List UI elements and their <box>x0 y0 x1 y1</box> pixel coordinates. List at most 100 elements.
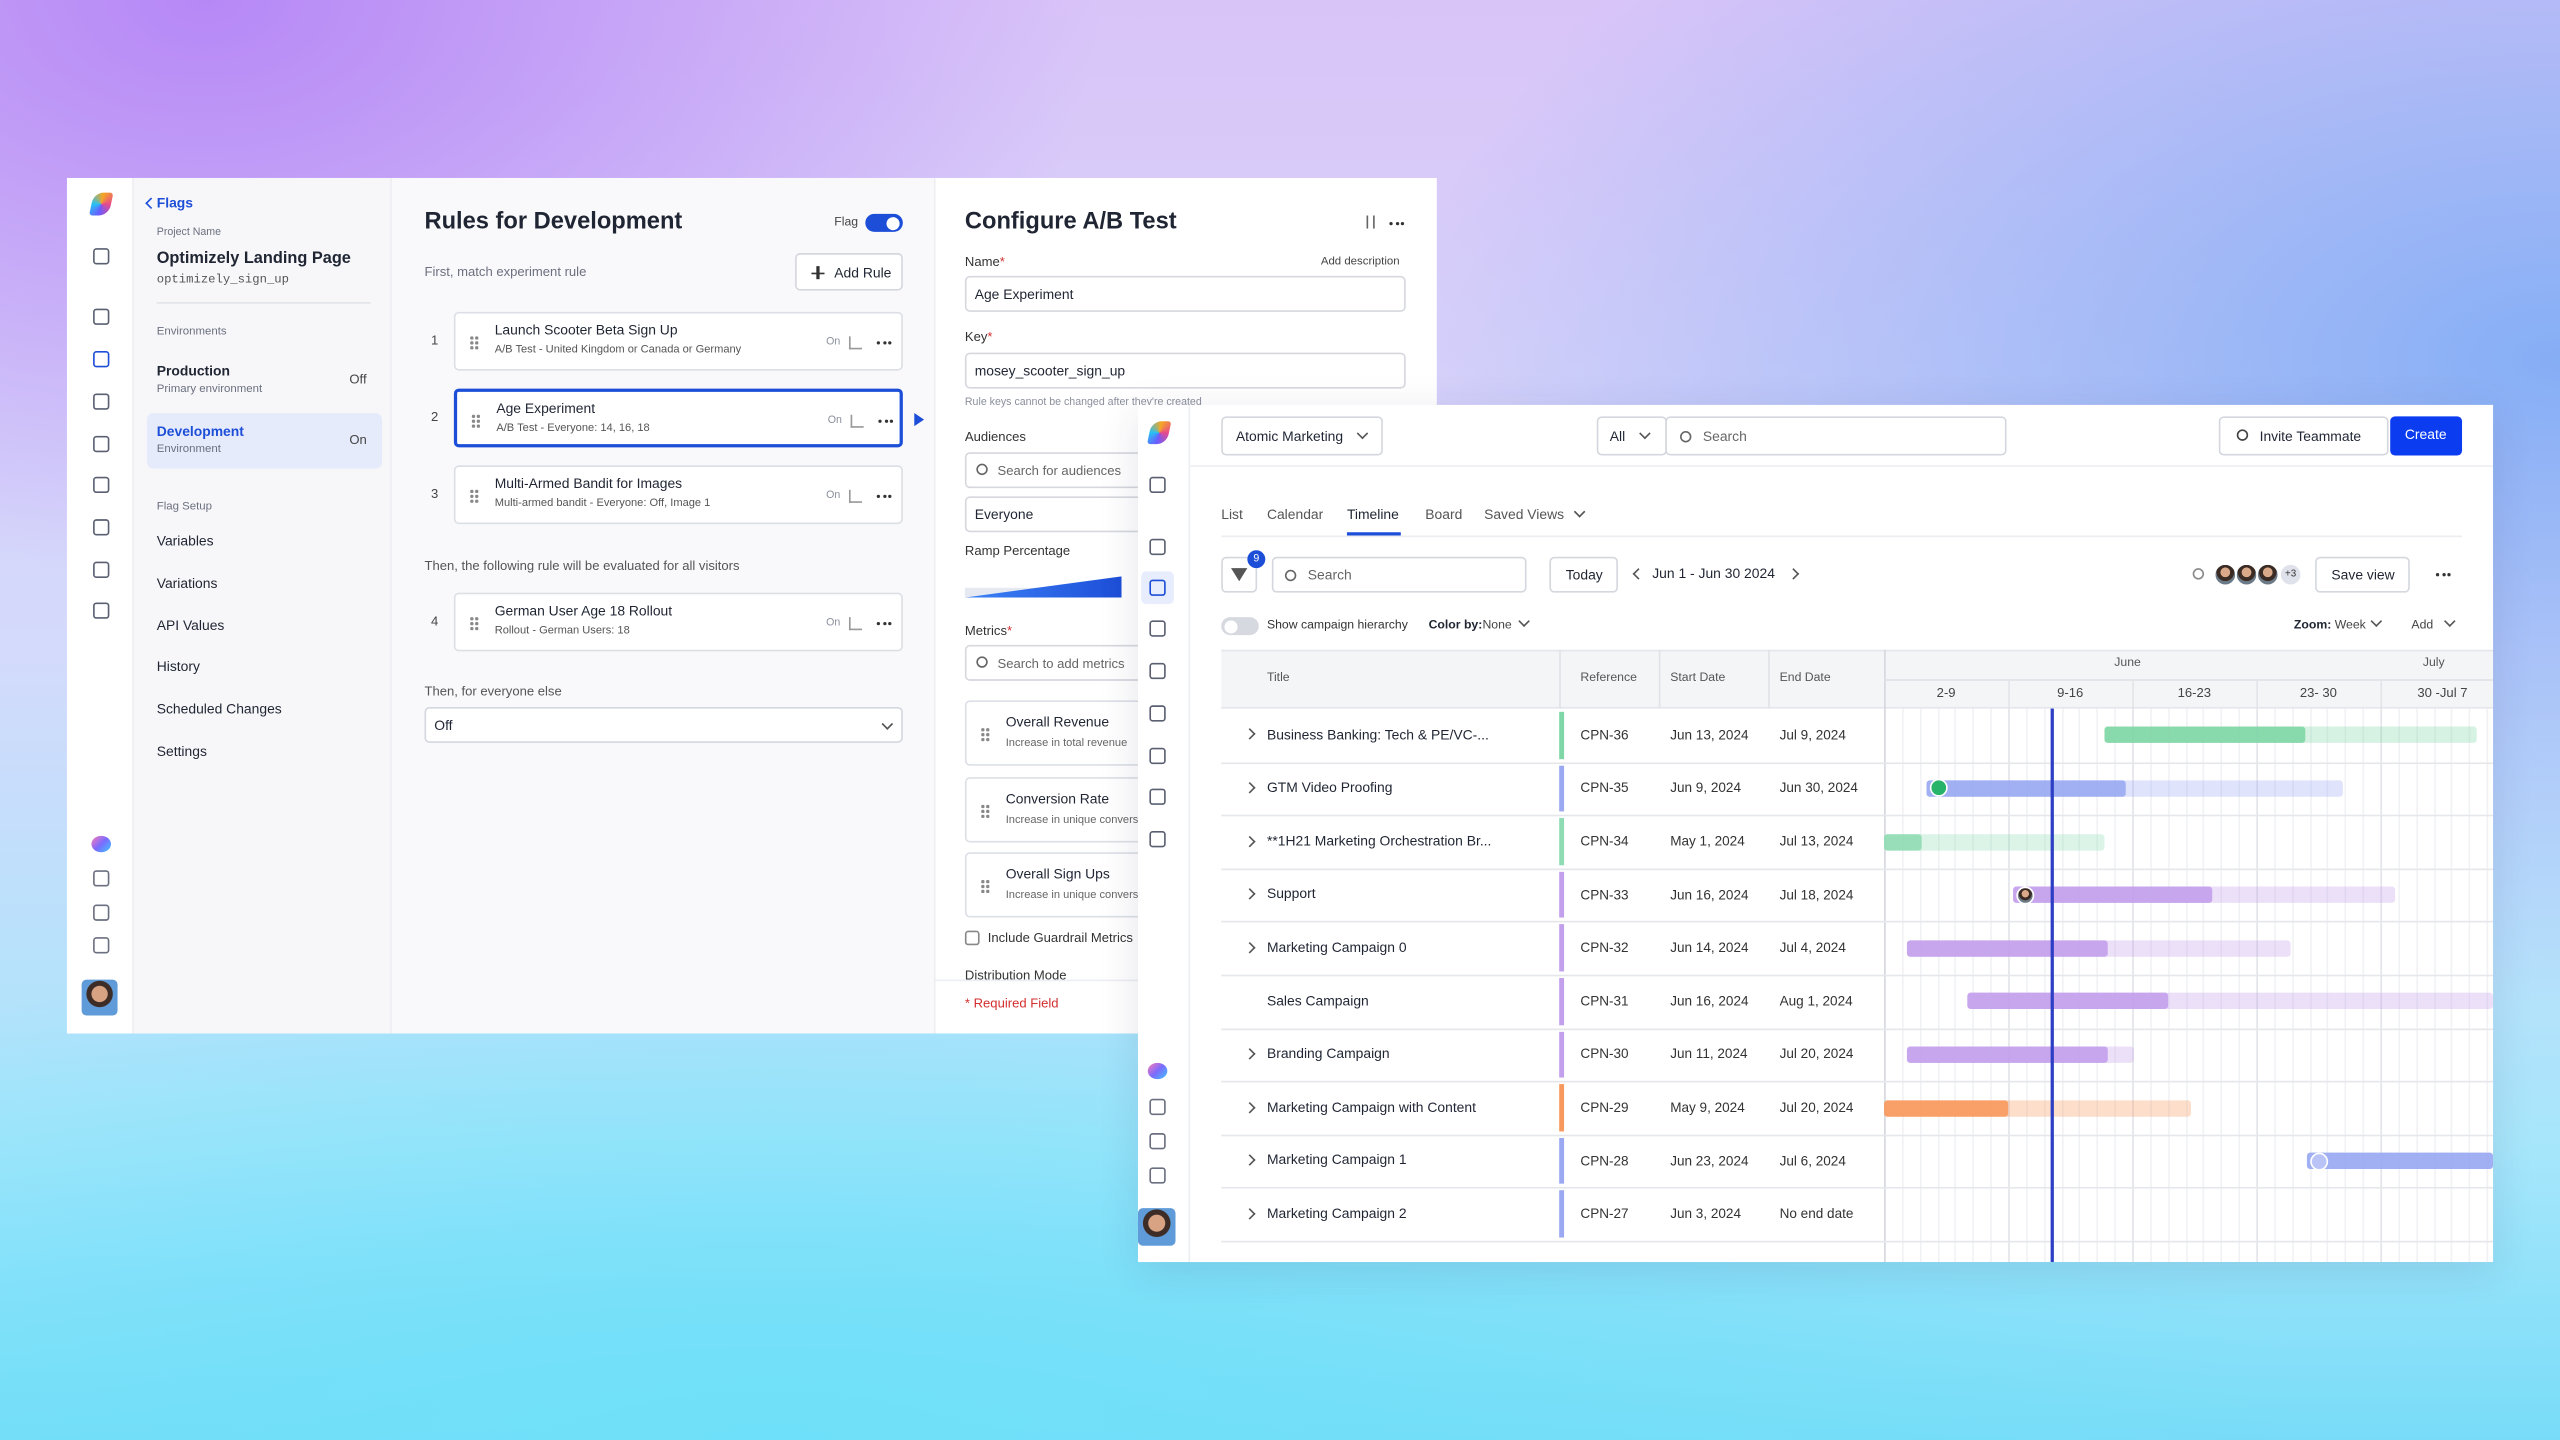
then-label: Then, the following rule will be evaluat… <box>424 557 740 573</box>
tab[interactable]: Board <box>1425 506 1463 523</box>
week-grid-line <box>2380 679 2383 1263</box>
environment-item[interactable]: Production Primary environment Off <box>147 353 382 409</box>
toolbar-search[interactable]: Search <box>1271 556 1527 593</box>
flag-setup-item[interactable]: Variables <box>156 532 214 550</box>
flag-setup-item[interactable]: Scheduled Changes <box>156 700 282 717</box>
tab[interactable]: Saved Views <box>1484 506 1565 523</box>
invite-button[interactable]: Invite Teammate <box>2218 416 2389 456</box>
rule-status: On <box>827 415 842 427</box>
drag-dot <box>471 414 475 418</box>
rule-card[interactable]: German User Age 18 Rollout Rollout - Germ… <box>453 592 903 652</box>
drag-dot <box>981 809 984 813</box>
more-dot <box>1400 222 1405 226</box>
key-input-text: mosey_scooter_sign_up <box>974 362 1126 380</box>
save-view-button[interactable]: Save view <box>2315 556 2410 593</box>
scope-select[interactable]: All <box>1596 416 1667 456</box>
audience-value-text: Everyone <box>974 506 1034 523</box>
project-label: Project Name <box>156 227 222 240</box>
today-button[interactable]: Today <box>1549 556 1618 593</box>
icon <box>1149 788 1166 805</box>
chevron <box>1573 506 1586 518</box>
campaign-title[interactable]: Support <box>1266 885 1316 902</box>
selected-indicator <box>914 413 925 427</box>
flag-toggle[interactable] <box>865 213 903 232</box>
active-icon-bg <box>1141 571 1174 605</box>
zoom-value[interactable]: Week <box>2334 616 2366 632</box>
campaign-title[interactable]: GTM Video Proofing <box>1266 779 1393 796</box>
add-view[interactable]: Add <box>2411 616 2434 632</box>
column-divider <box>1768 649 1770 709</box>
campaign-title[interactable]: Marketing Campaign with Content <box>1266 1098 1476 1115</box>
week-row-line <box>1884 679 2494 681</box>
campaign-title[interactable]: Marketing Campaign 1 <box>1266 1151 1407 1169</box>
flag-toggle-label: Flag <box>834 213 859 229</box>
campaign-title[interactable]: Marketing Campaign 2 <box>1266 1204 1407 1222</box>
environment-status: Off <box>349 371 367 387</box>
chevron <box>1244 728 1256 741</box>
required-mark: * <box>999 254 1005 269</box>
required-note: * Required Field <box>964 995 1059 1010</box>
icon <box>1149 538 1166 556</box>
flag-setup-item[interactable]: API Values <box>156 616 225 634</box>
add-description[interactable]: Add description <box>1320 256 1400 268</box>
column-header[interactable]: Reference <box>1580 669 1637 684</box>
chevron <box>1518 615 1530 627</box>
day-grid-line <box>2451 708 2453 1263</box>
drag-dot <box>986 814 989 818</box>
rule-status: On <box>826 490 841 502</box>
hierarchy-toggle[interactable] <box>1221 617 1259 636</box>
name-input[interactable]: Age Experiment <box>964 275 1406 312</box>
day-grid-line <box>2167 708 2170 1263</box>
back-link[interactable]: Flags <box>156 194 193 212</box>
campaign-title[interactable]: Branding Campaign <box>1266 1045 1390 1062</box>
campaign-title[interactable]: **1H21 Marketing Orchestration Br... <box>1266 832 1492 849</box>
drag-dot <box>475 622 478 625</box>
campaign-start: Jun 9, 2024 <box>1670 779 1742 796</box>
tab-underline <box>1346 532 1401 536</box>
icon <box>93 561 110 578</box>
rule-card[interactable]: Multi-Armed Bandit for Images Multi-armed… <box>453 465 903 525</box>
else-select[interactable]: Off <box>424 706 903 743</box>
drag-dot <box>470 346 473 349</box>
add-rule-button[interactable]: Add Rule <box>795 253 903 291</box>
campaign-start: May 9, 2024 <box>1670 1098 1745 1115</box>
key-input[interactable]: mosey_scooter_sign_up <box>964 352 1406 389</box>
column-header[interactable]: Title <box>1266 669 1290 684</box>
row-divider <box>1221 1027 2494 1030</box>
tab[interactable]: Timeline <box>1346 506 1399 523</box>
campaign-title[interactable]: Sales Campaign <box>1266 992 1369 1009</box>
campaign-title[interactable]: Marketing Campaign 0 <box>1266 938 1407 956</box>
flag-setup-item[interactable]: History <box>156 658 200 675</box>
day-grid-line <box>2274 708 2276 1263</box>
column-header[interactable]: Start Date <box>1670 669 1726 684</box>
drag-dot <box>470 617 473 620</box>
environment-item[interactable]: Development Environment On <box>146 413 383 469</box>
day-grid-line <box>2149 708 2152 1263</box>
rule-card[interactable]: Age Experiment A/B Test - Everyone: 14, 1… <box>453 388 903 448</box>
icon <box>93 937 110 954</box>
day-grid-line <box>2238 708 2241 1263</box>
field-label: Metrics* <box>964 623 1013 638</box>
campaign-end: Jul 4, 2024 <box>1779 938 1846 956</box>
campaign-title[interactable]: Business Banking: Tech & PE/VC-... <box>1266 725 1489 743</box>
week-grid-line <box>2256 679 2258 1263</box>
flag-setup-item[interactable]: Settings <box>156 742 207 759</box>
environment-status: On <box>349 431 367 447</box>
chevron <box>1244 1207 1256 1220</box>
assistant-icon <box>91 835 112 853</box>
column-header[interactable]: End Date <box>1779 669 1831 684</box>
rule-card[interactable]: Launch Scooter Beta Sign Up A/B Test - Un… <box>453 311 903 371</box>
workspace-select[interactable]: Atomic Marketing <box>1221 416 1383 456</box>
campaign-end: Jul 20, 2024 <box>1779 1098 1854 1115</box>
color-by-value[interactable]: None <box>1482 616 1512 632</box>
top-search[interactable]: Search <box>1665 416 2007 456</box>
flag-setup-item[interactable]: Variations <box>156 574 218 592</box>
icon <box>1149 579 1166 596</box>
tab[interactable]: List <box>1221 506 1243 523</box>
collapse-icon <box>1366 215 1375 229</box>
guardrail-checkbox[interactable] <box>964 930 980 946</box>
tab[interactable]: Calendar <box>1266 506 1324 523</box>
chevron <box>1244 1154 1256 1166</box>
create-button[interactable]: Create <box>2390 416 2463 456</box>
